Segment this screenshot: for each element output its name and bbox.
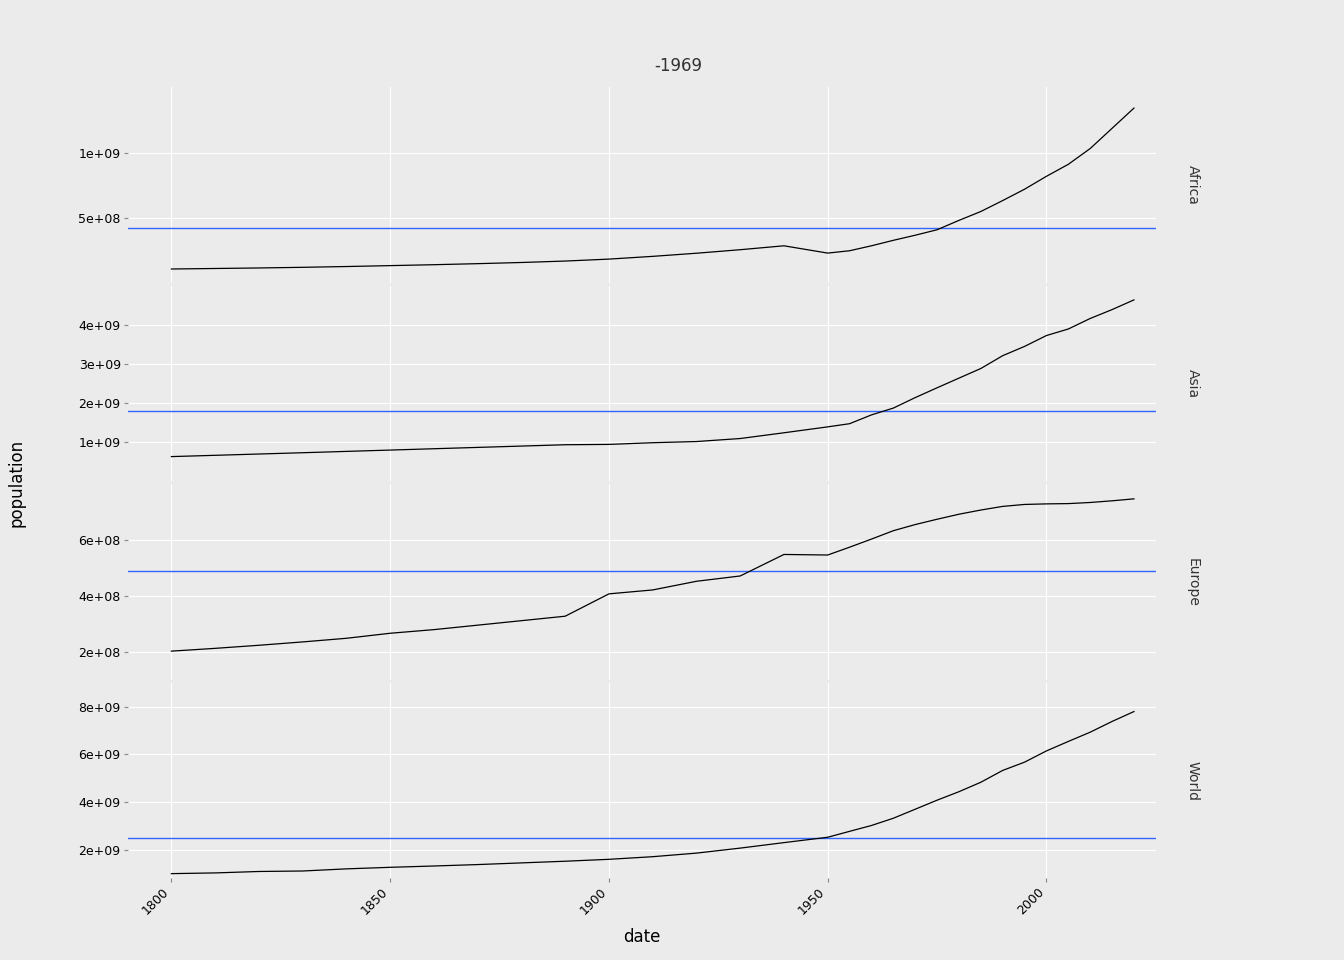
Text: date: date (624, 927, 660, 946)
Text: population: population (7, 439, 26, 527)
Text: Africa: Africa (1185, 165, 1200, 205)
Text: -1969: -1969 (655, 58, 703, 75)
Text: Europe: Europe (1185, 558, 1200, 607)
Text: World: World (1185, 760, 1200, 801)
Text: Asia: Asia (1185, 369, 1200, 398)
